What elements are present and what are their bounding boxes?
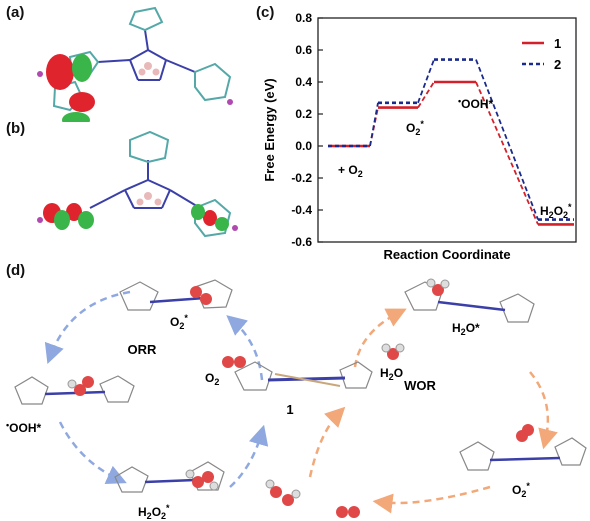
- x-axis-label: Reaction Coordinate: [383, 247, 510, 262]
- state-label-ooh-star: •OOH*: [458, 96, 493, 111]
- y-axis: 0.8 0.6 0.4 0.2 0.0 -0.2 -0.4 -0.6: [291, 11, 323, 249]
- energy-connector-series-1-1: [417, 81, 435, 109]
- chart-legend: 1 2: [522, 36, 561, 72]
- chart-series-layer: [328, 58, 574, 226]
- chart-plot-frame: [317, 17, 577, 243]
- y-tick-label: -0.4: [291, 203, 312, 217]
- panel-label-c: (c): [256, 4, 275, 21]
- molecule-a-orbital-image: [37, 6, 233, 122]
- orr-arrow-h2o2-release: [229, 424, 269, 488]
- y-tick-label: 0.8: [295, 11, 312, 25]
- molecule-o2-star-right: [459, 437, 587, 471]
- state-label-h2o2-star: H2O2*: [540, 202, 572, 220]
- legend-label-2: 2: [554, 57, 561, 72]
- ooh-star-label: •OOH*: [6, 420, 41, 435]
- energy-connector-series-1-2: [475, 81, 539, 225]
- panel-label-a: (a): [6, 4, 25, 21]
- orr-label: ORR: [128, 342, 158, 357]
- wor-arrow-o2-release: [372, 485, 491, 514]
- atom-icons: [67, 278, 534, 518]
- orr-arrow-ooh-to-h2o2: [58, 421, 127, 484]
- state-label-o2-gas: + O2: [338, 163, 363, 179]
- wor-arrow-return: [308, 406, 346, 478]
- wor-label: WOR: [404, 378, 436, 393]
- y-tick-label: 0.0: [295, 139, 312, 153]
- h2o2-star-label: H2O2*: [138, 503, 170, 521]
- molecule-b-orbital-image: [37, 130, 238, 238]
- panel-label-b: (b): [6, 120, 26, 137]
- y-tick-label: -0.2: [291, 171, 312, 185]
- molecule-catalyst-1: [234, 361, 373, 391]
- y-tick-label: 0.6: [295, 43, 312, 57]
- molecule-o2-star-top: [119, 279, 233, 311]
- free-energy-chart: 0.8 0.6 0.4 0.2 0.0 -0.2 -0.4 -0.6 Free Energy …: [262, 11, 577, 262]
- o2-reactant-label: O2: [205, 371, 219, 387]
- y-tick-label: -0.6: [291, 235, 312, 249]
- catalyst-1-label: 1: [286, 402, 293, 417]
- energy-connector-series-2-2: [475, 59, 539, 220]
- orr-arrow-o2star-to-ooh: [44, 290, 131, 365]
- y-tick-label: 0.4: [295, 75, 312, 89]
- orr-wor-reaction-scheme: ORR WOR 1 O2 H2O O2* •OOH* H2O2* H2O* O2…: [6, 278, 587, 521]
- h2o-reactant-label: H2O: [380, 366, 403, 382]
- molecule-h2o-star: [404, 281, 535, 323]
- y-axis-label: Free Energy (eV): [262, 78, 277, 181]
- wor-arrow-h2o-binding: [353, 308, 407, 368]
- o2-star-top-label: O2*: [170, 313, 188, 331]
- state-label-o2-star: O2*: [406, 119, 424, 137]
- legend-label-1: 1: [554, 36, 561, 51]
- o2-star-right-label: O2*: [512, 481, 530, 499]
- wor-arrow-to-o2star: [529, 371, 558, 450]
- energy-connector-series-2-1: [417, 59, 435, 104]
- panel-label-d: (d): [6, 262, 26, 279]
- orr-arrow-o2-binding: [226, 315, 264, 381]
- energy-connector-series-2-0: [369, 102, 379, 147]
- h2o-star-label: H2O*: [452, 321, 480, 337]
- y-tick-label: 0.2: [295, 107, 312, 121]
